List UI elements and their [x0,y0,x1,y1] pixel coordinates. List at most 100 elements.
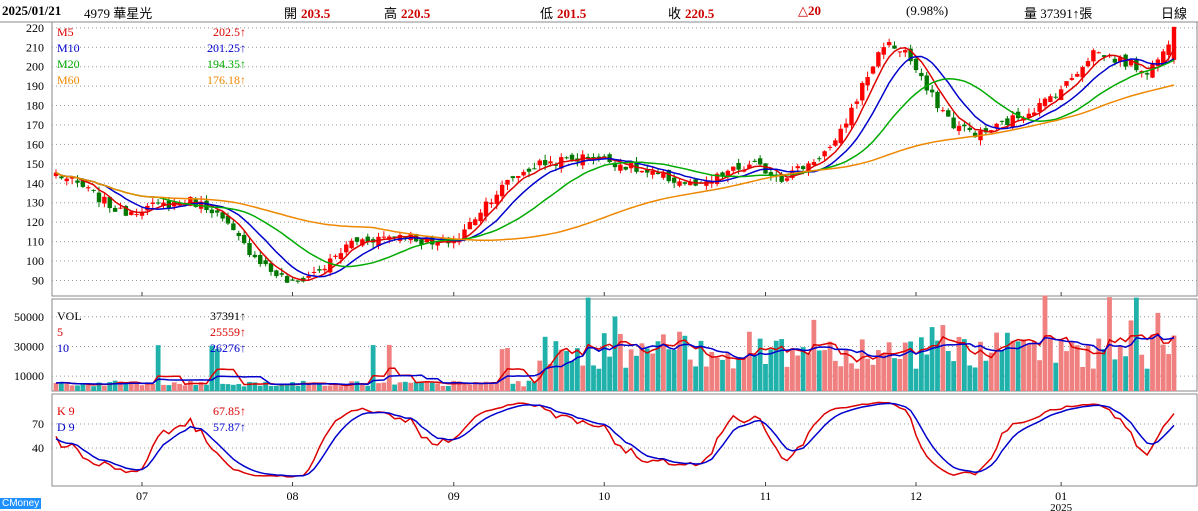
candle-body [1005,118,1010,126]
candle-body [865,77,870,86]
volume-bar [150,384,156,391]
price-tick-label: 190 [26,79,44,93]
volume-bar [440,385,446,391]
candle-body [553,164,559,166]
candle-body [747,164,752,169]
candle-body [1171,26,1177,60]
volume-bar [182,385,188,391]
volume-bar [703,366,709,391]
volume-bar [435,383,441,391]
candle-body [569,154,575,160]
volume-bar [908,341,914,391]
volume-bar [655,341,661,391]
price-tick-label: 140 [26,176,44,190]
price-tick-label: 150 [26,157,44,171]
volume-bar [913,368,919,391]
volume-bar [483,381,489,391]
candle-body [69,177,75,179]
volume-bar [263,381,269,391]
volume-bar [445,385,451,391]
vol-legend-value: 37391↑ [210,309,246,323]
volume-bar [698,340,704,391]
volume-bar [741,358,747,391]
candle-body [618,164,623,171]
vol-legend-label: 10 [57,341,69,355]
volume-bar [69,385,75,391]
volume-bar [472,383,478,391]
volume-bar [564,350,570,391]
volume-bar [677,331,682,391]
volume-value: 37391↑張 [1040,6,1093,21]
volume-bar [187,380,193,391]
volume-bar [1064,351,1069,391]
candle-body [580,154,585,166]
volume-bar [462,384,467,391]
volume-bar [456,381,462,391]
high-label: 高 [384,6,398,21]
volume-bar [1037,360,1043,391]
volume-bar [1117,345,1123,391]
price-tick-label: 120 [26,215,44,229]
volume-bar [843,349,849,391]
volume-bar [859,339,865,391]
candle-body [924,75,929,91]
volume-bar [128,383,134,391]
volume-bar [521,386,527,391]
candle-body [913,58,919,71]
kd-legend-value: 57.87↑ [213,420,246,434]
volume-tick-label: 10000 [14,369,44,383]
candle-body [209,209,215,214]
volume-bar [784,366,790,391]
candle-body [150,202,155,204]
volume-bar [763,363,768,391]
volume-bar [730,368,736,391]
close-price: 收 220.5 [668,3,714,22]
volume-bar [311,382,317,391]
volume-bar [902,342,908,391]
month-label: 07 [136,489,148,503]
candle-body [241,234,247,244]
candle-body [919,72,924,77]
ma-legend-label: M10 [57,41,80,55]
date-label: 2025/01/21 [2,3,62,18]
candle-body [1128,59,1134,66]
candle-body [435,242,440,246]
volume-bar [1010,340,1016,391]
candle-body [274,270,279,277]
period-label[interactable]: 日線 [1161,6,1188,21]
volume-bar [376,383,381,391]
volume-bar [209,345,215,391]
volume-bar [542,336,548,391]
candle-body [639,170,645,173]
candle-body [1037,103,1042,112]
volume-bar [827,341,833,391]
candle-body [225,215,231,224]
volume-bar [467,384,473,391]
candle-body [478,212,483,222]
candle-body [139,212,145,216]
candle-body [188,196,193,206]
volume-bar [1144,368,1150,391]
volume-bar [870,364,876,391]
volume-bar [773,340,779,391]
candle-body [53,172,59,177]
volume-bar [112,380,118,391]
volume-bar [569,360,575,391]
ma-legend-value: 176.18↑ [207,73,246,87]
volume-bar [268,385,274,391]
volume-bar [1042,295,1048,391]
volume-bar [526,380,532,391]
price-tick-label: 160 [26,137,44,151]
candle-body [661,172,666,178]
volume-bar [1058,340,1064,391]
candle-body [860,82,865,101]
volume-bar [811,319,817,391]
cmoney-tag: CMoney [0,498,42,509]
candle-body [983,128,989,133]
volume-bar [1133,297,1139,391]
grid-lines [52,27,1197,486]
volume-bar [429,382,435,391]
volume-bar [988,352,994,391]
candle-body [123,206,129,216]
